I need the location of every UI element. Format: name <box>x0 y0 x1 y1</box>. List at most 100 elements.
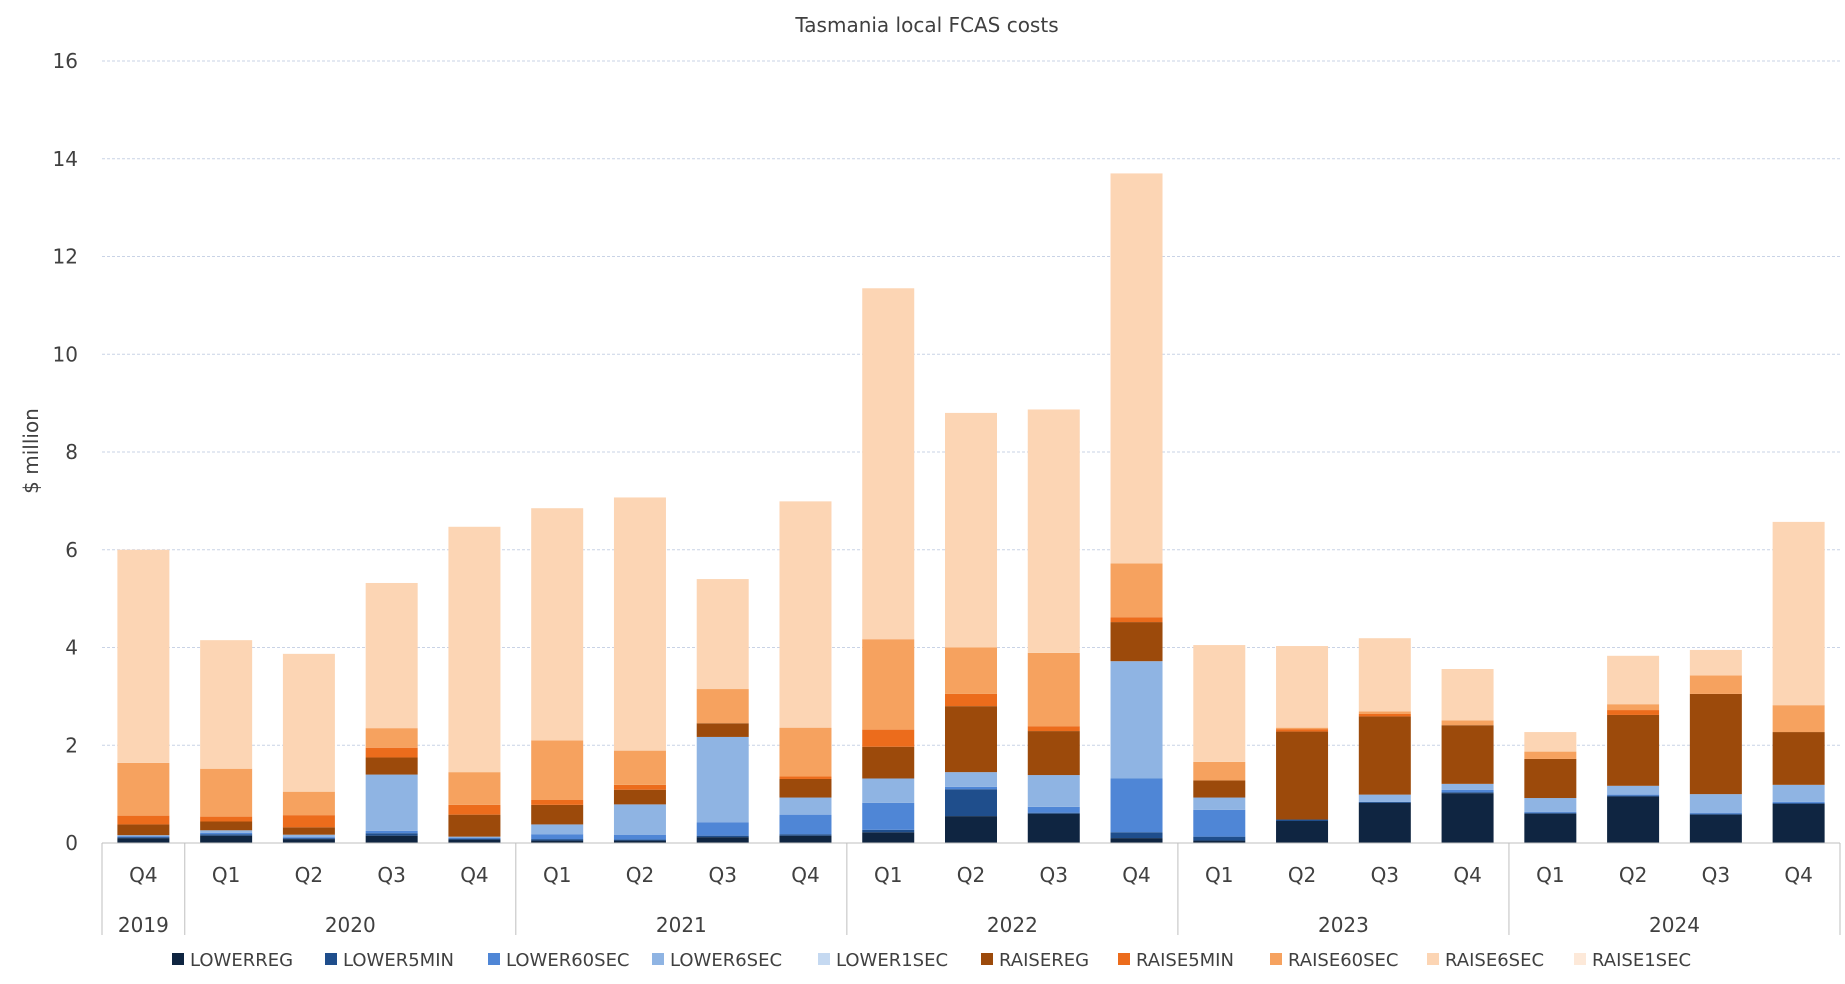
bar-segment-raisereg <box>779 778 832 798</box>
bar-segment-lower6sec <box>1358 794 1411 802</box>
bar-segment-raise6sec <box>448 526 501 773</box>
x-tick-label: Q3 <box>377 863 405 887</box>
legend-swatch <box>1574 953 1586 965</box>
bar-segment-lower60sec <box>200 832 253 835</box>
x-tick-label: Q4 <box>129 863 157 887</box>
bar-segment-raise60sec <box>613 750 666 785</box>
bar-segment-raise60sec <box>117 762 170 816</box>
y-tick-label: 16 <box>53 49 78 73</box>
bar-segment-raisereg <box>696 723 749 737</box>
bar-segment-raise6sec <box>1607 655 1660 705</box>
bar-segment-raisereg <box>282 827 335 835</box>
bar-segment-raise6sec <box>1276 646 1329 728</box>
legend-swatch <box>1270 953 1282 965</box>
x-tick-label: Q4 <box>1453 863 1481 887</box>
x-tick-label: Q3 <box>708 863 736 887</box>
bar-segment-lower6sec <box>200 830 253 833</box>
bar-segment-raise60sec <box>1689 675 1742 694</box>
bar-segment-raise6sec <box>779 501 832 728</box>
bar-segment-raise6sec <box>1193 645 1246 762</box>
bar-segment-lowerreg <box>779 835 832 843</box>
x-tick-label: Q1 <box>543 863 571 887</box>
bar-segment-raisereg <box>1193 780 1246 798</box>
bar-segment-raise6sec <box>945 412 997 648</box>
y-tick-label: 12 <box>53 245 78 269</box>
bar-segment-lower60sec <box>696 822 749 836</box>
bar-segment-lower60sec <box>531 834 584 840</box>
bar-segment-lower5min <box>613 839 666 841</box>
bar-segment-raise6sec <box>613 497 666 751</box>
bar-segment-raise6sec <box>531 508 584 741</box>
bar-segment-lowerreg <box>1607 796 1660 843</box>
bar-segment-lower5min <box>1193 836 1246 841</box>
legend-label: RAISE1SEC <box>1592 950 1691 971</box>
bar-segment-lowerreg <box>200 835 253 843</box>
bar-segment-lowerreg <box>282 839 335 843</box>
bar-segment-raise60sec <box>1358 711 1411 714</box>
bar-segment-lower60sec <box>862 802 915 830</box>
bar-segment-lower5min <box>1689 813 1742 815</box>
x-tick-label: Q1 <box>1205 863 1233 887</box>
bar-segment-raise6sec <box>1027 409 1080 653</box>
bar-segment-lower6sec <box>448 836 501 838</box>
bar-segment-raise5min <box>1276 729 1329 732</box>
bar-segment-raise60sec <box>531 740 584 800</box>
bar-segment-raise60sec <box>862 639 915 730</box>
bar-segment-raise60sec <box>1607 704 1660 711</box>
legend-label: RAISE5MIN <box>1136 950 1234 971</box>
bar-segment-raise5min <box>200 816 253 822</box>
bar-segment-lower5min <box>945 789 997 817</box>
bar-segment-lower5min <box>1772 802 1825 804</box>
bar-segment-raise6sec <box>282 653 335 792</box>
bar-segment-raise60sec <box>365 728 418 748</box>
bar-segment-raisereg <box>365 757 418 775</box>
bar-segment-lower5min <box>1524 812 1577 814</box>
bar-segment-lower60sec <box>613 834 666 840</box>
x-group-label: 2022 <box>987 913 1038 937</box>
legend-label: LOWER6SEC <box>670 950 782 971</box>
bar-segment-lower5min <box>200 834 253 836</box>
bar-segment-lower6sec <box>117 835 170 837</box>
legend-swatch <box>652 953 664 965</box>
bar-segment-raise6sec <box>1772 521 1825 706</box>
bar-segment-lowerreg <box>696 837 749 843</box>
bar-segment-raise60sec <box>1276 727 1329 730</box>
y-tick-label: 0 <box>65 831 78 855</box>
bar-segment-lower6sec <box>862 778 915 803</box>
bar-segment-lower60sec <box>1607 794 1660 796</box>
bar-segment-lower5min <box>779 834 832 836</box>
bar-segment-lower5min <box>365 833 418 836</box>
x-tick-label: Q4 <box>1122 863 1150 887</box>
bar-segment-raise6sec <box>1110 173 1163 564</box>
bar-segment-raisereg <box>200 821 253 831</box>
bar-segment-raise6sec <box>1689 649 1742 676</box>
bar-segment-lower6sec <box>1772 784 1825 802</box>
legend-label: LOWER1SEC <box>836 950 948 971</box>
bar-segment-lower5min <box>1607 795 1660 797</box>
bar-segment-lower60sec <box>945 786 997 790</box>
bar-segment-raisereg <box>117 824 170 836</box>
bar-segment-lower5min <box>1276 819 1329 822</box>
bar-segment-lowerreg <box>945 816 997 843</box>
bar-segment-lowerreg <box>1772 803 1825 843</box>
bar-segment-raisereg <box>613 789 666 805</box>
bar-segment-raise60sec <box>448 772 501 805</box>
bar-segment-raise6sec <box>117 549 170 763</box>
bar-segment-lower60sec <box>282 837 335 839</box>
bar-segment-raise5min <box>117 815 170 825</box>
bar-segment-lower5min <box>1027 812 1080 814</box>
bar-segment-lower60sec <box>1689 812 1742 814</box>
legend-swatch <box>981 953 993 965</box>
bar-segment-raisereg <box>1607 714 1660 786</box>
x-tick-label: Q3 <box>1702 863 1730 887</box>
bar-segment-lower5min <box>1110 832 1163 839</box>
bar-segment-raise6sec <box>200 640 253 769</box>
bar-segment-raisereg <box>1524 758 1577 799</box>
bar-segment-raise60sec <box>1772 705 1825 733</box>
x-tick-label: Q1 <box>212 863 240 887</box>
bar-segment-raise5min <box>613 784 666 790</box>
bar-segment-raise5min <box>862 729 915 747</box>
bar-segment-raisereg <box>945 706 997 773</box>
